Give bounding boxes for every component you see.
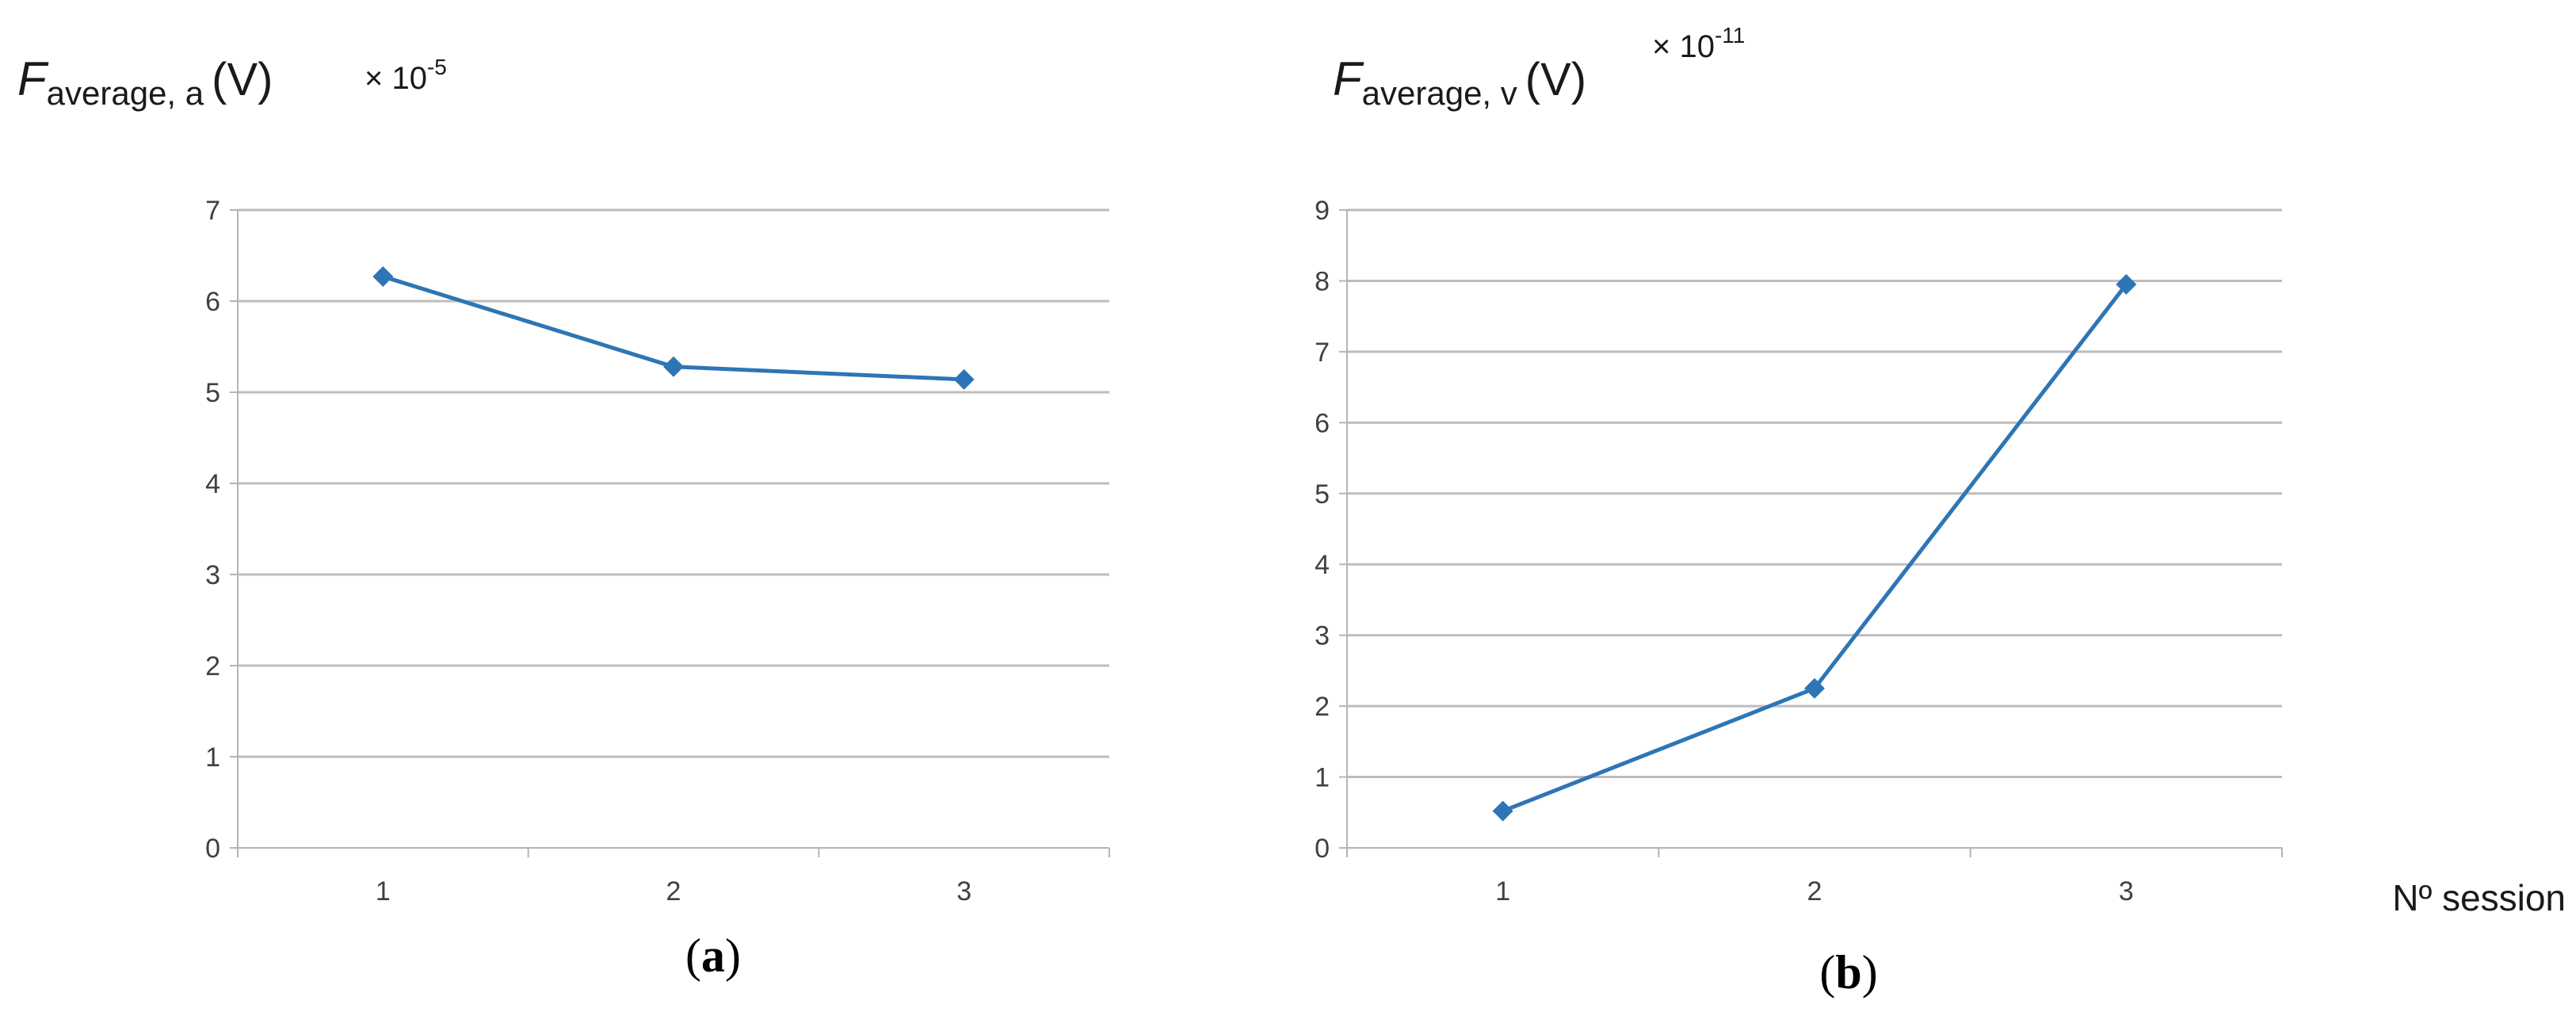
y-axis-label-unit: (V) — [1525, 54, 1586, 105]
chart-panel-b: Faverage, v (V) × 10-11 0 1 2 3 4 5 6 7 8 9 1 2 3 Nº… — [1315, 23, 2566, 998]
panel-label-close: ) — [1862, 946, 1878, 998]
chart-panel-a: Faverage, a (V) × 10-5 0 1 2 3 4 5 6 7 1 2 3 (a) — [17, 52, 1110, 982]
y-axis-label-subscript: average, a — [47, 74, 204, 112]
y-tick-label: 6 — [205, 287, 220, 317]
x-axis-label-b: Nº session — [2392, 877, 2566, 918]
y-tick-label: 7 — [205, 196, 220, 226]
y-tick-label: 5 — [205, 378, 220, 408]
x-tick-label: 3 — [2119, 876, 2134, 907]
y-tick-label: 6 — [1315, 408, 1330, 438]
y-axis-multiplier-text: × 10 — [1652, 29, 1715, 64]
series-a — [372, 265, 975, 390]
y-axis-multiplier-a: × 10-5 — [364, 55, 447, 96]
y-tick-label: 1 — [1315, 763, 1330, 793]
x-tick-label: 1 — [376, 876, 391, 907]
gridlines-b — [1339, 208, 2283, 857]
y-tick-label: 2 — [1315, 692, 1330, 722]
x-tick-label: 2 — [666, 876, 681, 907]
y-axis-label-subscript: average, v — [1362, 74, 1517, 112]
y-tick-label: 1 — [205, 742, 220, 773]
y-axis-multiplier-exponent: -11 — [1715, 23, 1745, 48]
panel-label-open: ( — [685, 929, 701, 982]
data-point — [663, 356, 684, 377]
data-point — [1804, 678, 1825, 699]
y-tick-label: 5 — [1315, 479, 1330, 510]
panel-label-letter: b — [1835, 946, 1861, 998]
x-tick-label: 2 — [1807, 876, 1822, 907]
x-ticks-b: 1 2 3 — [1495, 876, 2134, 907]
y-tick-label: 2 — [205, 651, 220, 681]
data-point — [2116, 273, 2137, 295]
y-axis-multiplier-b: × 10-11 — [1652, 23, 1745, 64]
panel-label-close: ) — [725, 929, 741, 982]
panel-label-open: ( — [1819, 946, 1835, 998]
y-tick-label: 0 — [205, 834, 220, 864]
y-ticks-b: 0 1 2 3 4 5 6 7 8 9 — [1315, 196, 1330, 864]
y-axis-label-unit: (V) — [212, 54, 273, 105]
y-tick-label: 9 — [1315, 196, 1330, 226]
panel-label-a: (a) — [685, 929, 741, 982]
series-line — [1502, 283, 2128, 813]
y-tick-label: 0 — [1315, 834, 1330, 864]
y-axis-label-symbol: F — [1333, 52, 1364, 105]
y-tick-label: 4 — [205, 469, 220, 499]
data-point — [372, 265, 394, 287]
y-tick-label: 3 — [1315, 621, 1330, 651]
gridlines-a — [230, 208, 1110, 857]
series-b — [1492, 273, 2137, 822]
y-axis-label-symbol: F — [17, 52, 49, 105]
y-tick-label: 8 — [1315, 266, 1330, 296]
panel-label-b: (b) — [1819, 946, 1877, 998]
x-tick-label: 1 — [1495, 876, 1510, 907]
y-ticks-a: 0 1 2 3 4 5 6 7 — [205, 196, 220, 864]
y-axis-label-a: Faverage, a (V) — [17, 52, 273, 112]
x-ticks-a: 1 2 3 — [376, 876, 971, 907]
panel-label-letter: a — [701, 929, 725, 982]
data-point — [1492, 800, 1513, 822]
y-axis-multiplier-exponent: -5 — [427, 55, 447, 79]
y-tick-label: 3 — [205, 560, 220, 590]
x-tick-label: 3 — [956, 876, 971, 907]
y-tick-label: 4 — [1315, 550, 1330, 580]
data-point — [953, 368, 975, 390]
y-axis-label-b: Faverage, v (V) — [1333, 52, 1586, 112]
y-tick-label: 7 — [1315, 338, 1330, 368]
y-axis-multiplier-text: × 10 — [364, 61, 427, 96]
